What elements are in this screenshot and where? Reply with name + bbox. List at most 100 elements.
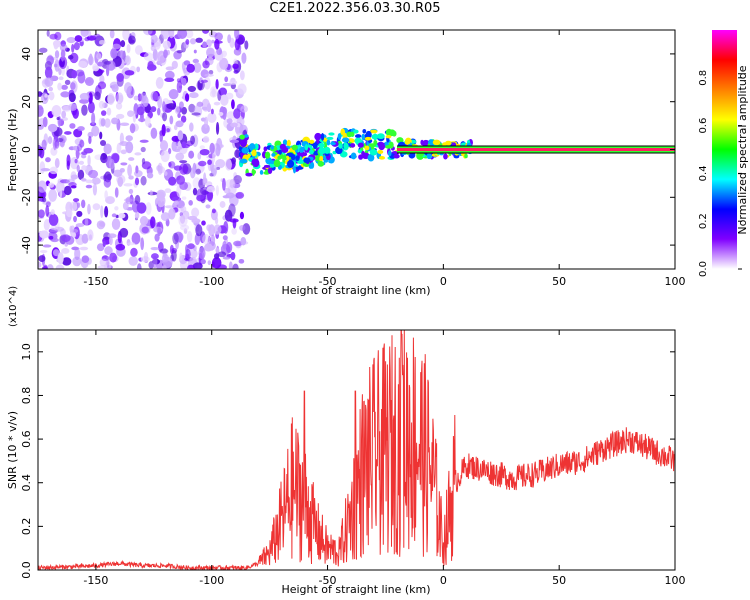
spectrogram-noise-blob bbox=[157, 227, 162, 237]
spectrogram-x-tick-label: -50 bbox=[319, 275, 337, 288]
spectrogram-noise-blob bbox=[136, 66, 141, 73]
spectrogram-noise-blob bbox=[163, 49, 168, 59]
spectrogram-noise-blob bbox=[143, 251, 149, 262]
spectrogram-noise-blob bbox=[116, 174, 126, 185]
spectrogram-noise-blob bbox=[75, 69, 85, 77]
spectrogram-noise-blob bbox=[45, 205, 50, 217]
spectrogram-noise-blob bbox=[100, 110, 107, 116]
spectrogram-noise-blob bbox=[218, 111, 224, 116]
spectrogram-noise-blob bbox=[187, 264, 196, 269]
colorbar-tick-label: 0.2 bbox=[698, 213, 709, 229]
spectrogram-noise-blob bbox=[226, 118, 233, 124]
spectrogram-noise-blob bbox=[96, 69, 105, 74]
spectrogram-noise-blob bbox=[229, 178, 236, 189]
spectrogram-ridge-blob bbox=[271, 153, 276, 157]
spectrogram-noise-blob bbox=[185, 30, 194, 39]
spectrogram-ridge-blob bbox=[241, 147, 250, 154]
spectrogram-noise-blob bbox=[211, 208, 216, 214]
spectrogram-noise-blob bbox=[93, 33, 101, 39]
spectrogram-noise-blob bbox=[168, 176, 177, 186]
spectrogram-noise-blob bbox=[125, 141, 134, 154]
spectrogram-noise-blob bbox=[103, 174, 107, 182]
spectrogram-noise-blob bbox=[66, 36, 76, 44]
spectrogram-noise-blob bbox=[54, 157, 60, 169]
spectrogram-noise-blob bbox=[106, 173, 112, 181]
spectrogram-noise-blob bbox=[38, 255, 46, 263]
spectrogram-noise-blob bbox=[74, 247, 81, 261]
spectrogram-noise-blob bbox=[191, 207, 200, 218]
spectrogram-noise-blob bbox=[72, 108, 79, 119]
spectrogram-ridge-blob bbox=[310, 161, 315, 169]
spectrogram-noise-blob bbox=[219, 200, 226, 208]
spectrogram-noise-blob bbox=[42, 244, 52, 248]
spectrogram-noise-blob bbox=[103, 232, 111, 240]
spectrogram-noise-blob bbox=[189, 92, 199, 99]
spectrogram-noise-blob bbox=[87, 203, 91, 215]
spectrogram-noise-blob bbox=[138, 117, 146, 123]
spectrogram-noise-blob bbox=[179, 160, 188, 164]
spectrogram-ridge-blob bbox=[303, 157, 311, 164]
colorbar-tick-label: 0.0 bbox=[698, 261, 709, 277]
spectrogram-noise-blob bbox=[84, 76, 94, 87]
spectrogram-noise-blob bbox=[223, 187, 231, 194]
spectrogram-ridge-blob bbox=[318, 142, 325, 148]
spectrogram-noise-blob bbox=[134, 45, 143, 55]
spectrogram-noise-blob bbox=[45, 157, 51, 163]
colorbar-tick-label: 0.4 bbox=[698, 165, 709, 181]
spectrogram-noise-blob bbox=[55, 264, 65, 269]
spectrogram-noise-blob bbox=[48, 235, 54, 240]
spectrogram-noise-blob bbox=[237, 83, 247, 95]
spectrogram-noise-blob bbox=[208, 224, 216, 237]
spectrogram-noise-blob bbox=[40, 92, 49, 105]
spectrogram-noise-blob bbox=[215, 247, 220, 253]
spectrogram-x-tick-label: 0 bbox=[440, 275, 447, 288]
snr-y-multiplier: (x10^4) bbox=[8, 286, 19, 327]
spectrogram-noise-blob bbox=[200, 79, 208, 83]
spectrogram-noise-blob bbox=[207, 112, 217, 123]
spectrogram-ridge-blob bbox=[369, 129, 378, 134]
spectrogram-ridge-blob bbox=[373, 133, 377, 141]
spectrogram-noise-blob bbox=[230, 122, 238, 128]
spectrogram-noise-blob bbox=[75, 223, 85, 228]
spectrogram-noise-blob bbox=[88, 169, 99, 179]
spectrogram-ridge-blob bbox=[323, 146, 331, 154]
spectrogram-noise-blob bbox=[68, 92, 76, 103]
spectrogram-noise-blob bbox=[87, 154, 91, 167]
snr-x-tick-label: 0 bbox=[440, 574, 447, 587]
spectrogram-ridge-blob bbox=[326, 136, 334, 141]
spectrogram-noise-blob bbox=[80, 30, 89, 37]
spectrogram-noise-blob bbox=[186, 230, 193, 243]
spectrogram-noise-blob bbox=[179, 163, 189, 175]
spectrogram-y-tick-label: 0 bbox=[20, 146, 33, 153]
spectrogram-noise-blob bbox=[134, 212, 140, 219]
spectrogram-noise-blob bbox=[202, 41, 207, 48]
spectrogram-ridge-blob bbox=[278, 149, 282, 155]
spectrogram-noise-blob bbox=[221, 50, 228, 58]
spectrogram-noise-blob bbox=[225, 241, 233, 254]
spectrogram-noise-blob bbox=[109, 236, 113, 246]
spectrogram-noise-blob bbox=[202, 234, 211, 245]
spectrogram-noise-blob bbox=[134, 177, 140, 186]
spectrogram-noise-blob bbox=[123, 183, 133, 187]
spectrogram-ridge-blob bbox=[239, 134, 245, 140]
spectrogram-ridge-blob bbox=[341, 137, 350, 143]
spectrogram-noise-blob bbox=[175, 152, 185, 161]
spectrogram-ridge-blob bbox=[299, 147, 305, 153]
spectrogram-noise-blob bbox=[38, 209, 45, 219]
spectrogram-noise-blob bbox=[38, 91, 43, 97]
spectrogram-noise-blob bbox=[136, 202, 147, 214]
spectrogram-noise-blob bbox=[54, 140, 60, 149]
spectrogram-noise-blob bbox=[80, 178, 87, 182]
spectrogram-noise-blob bbox=[96, 53, 102, 60]
spectrogram-noise-blob bbox=[199, 145, 205, 150]
spectrogram-ridge-blob bbox=[364, 145, 370, 151]
snr-x-tick-label: 50 bbox=[552, 574, 566, 587]
spectrogram-ridge-blob bbox=[354, 137, 362, 145]
spectrogram-noise-blob bbox=[141, 226, 149, 234]
spectrogram-noise-blob bbox=[39, 249, 48, 254]
spectrogram-noise-blob bbox=[47, 136, 53, 145]
spectrogram-noise-blob bbox=[85, 184, 93, 189]
spectrogram-noise-blob bbox=[180, 115, 187, 123]
spectrogram-noise-blob bbox=[240, 105, 248, 113]
spectrogram-noise-blob bbox=[146, 172, 154, 179]
